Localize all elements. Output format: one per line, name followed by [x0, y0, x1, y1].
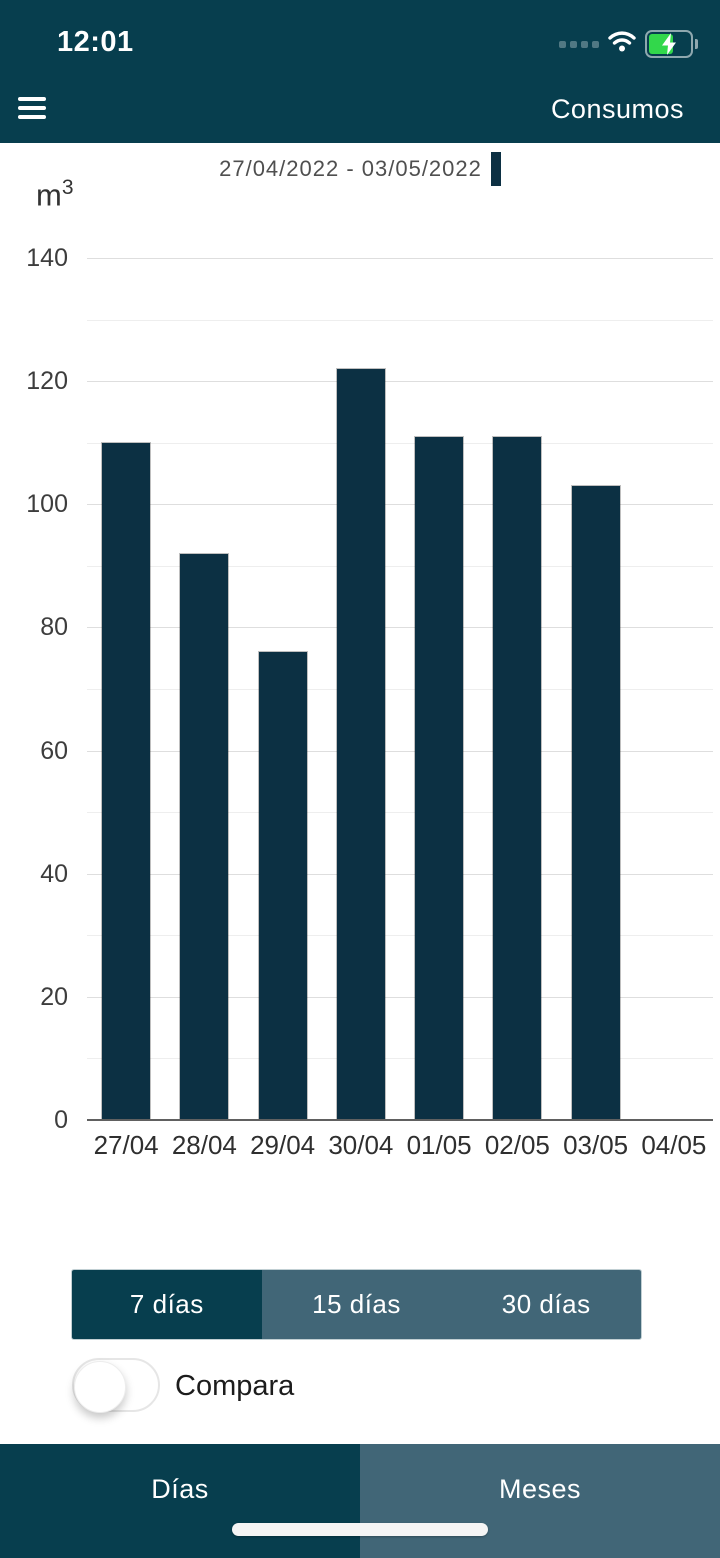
gridline-10: [87, 1058, 713, 1060]
gridline-70: [87, 689, 713, 690]
bottom-tab-bar: Días Meses: [0, 1444, 720, 1558]
range-option-15-días[interactable]: 15 días: [261, 1270, 452, 1339]
compare-toggle[interactable]: [72, 1358, 160, 1413]
home-indicator[interactable]: [232, 1523, 488, 1536]
x-tick-label-28/04: 28/04: [171, 1130, 237, 1160]
x-tick-label-27/04: 27/04: [93, 1130, 159, 1160]
x-tick-label-02/05: 02/05: [484, 1130, 550, 1160]
legend-label: 27/04/2022 - 03/05/2022: [219, 156, 482, 181]
wifi-icon: [608, 30, 636, 58]
x-axis-line: [87, 1119, 713, 1121]
bar-01/05[interactable]: [414, 435, 465, 1122]
bar-28/04[interactable]: [179, 552, 230, 1122]
status-time: 12:01: [57, 26, 134, 58]
compare-toggle-label: Compara: [175, 1370, 295, 1402]
bar-column-03/05: [557, 258, 635, 1122]
range-option-7-días[interactable]: 7 días: [72, 1270, 262, 1339]
cellular-signal-icon: [559, 40, 599, 48]
gridline-120: [87, 381, 713, 383]
tab-días[interactable]: Días: [0, 1444, 360, 1558]
bar-column-04/05: [635, 258, 713, 1120]
y-tick-label: 40: [40, 859, 68, 888]
bar-column-27/04: [87, 258, 165, 1122]
menu-hamburger-icon[interactable]: [18, 97, 46, 119]
gridline-110: [87, 442, 713, 444]
y-tick-label: 60: [40, 736, 68, 765]
y-tick-label: 0: [54, 1106, 68, 1134]
bar-30/04[interactable]: [335, 367, 386, 1122]
battery-charging-icon: [645, 30, 698, 58]
x-tick-label-03/05: 03/05: [563, 1130, 629, 1160]
y-tick-label: 20: [40, 982, 68, 1011]
gridline-140: [87, 258, 713, 259]
gridline-20: [87, 996, 713, 998]
toggle-knob[interactable]: [74, 1361, 126, 1413]
range-selector: 7 días 15 días 30 días: [72, 1270, 641, 1339]
gridline-100: [87, 504, 713, 506]
gridline-80: [87, 627, 713, 629]
y-tick-label: 80: [40, 613, 68, 642]
header: 12:01: [0, 0, 720, 143]
bar-column-30/04: [322, 258, 400, 1122]
tab-meses[interactable]: Meses: [360, 1444, 720, 1558]
chart-plot-area: [87, 258, 713, 1120]
bar-column-29/04: [244, 258, 322, 1121]
y-axis-unit: m3: [36, 176, 74, 213]
x-tick-label-04/05: 04/05: [641, 1130, 707, 1160]
gridline-130: [87, 319, 713, 321]
chart-bars: [87, 258, 713, 1122]
bar-02/05[interactable]: [492, 435, 543, 1122]
bar-03/05[interactable]: [570, 484, 621, 1122]
y-tick-label: 120: [26, 367, 68, 396]
gridline-30: [87, 935, 713, 937]
gridline-40: [87, 873, 713, 875]
y-tick-label: 100: [26, 490, 68, 519]
gridline-90: [87, 565, 713, 567]
bar-column-02/05: [478, 258, 556, 1122]
gridline-60: [87, 750, 713, 752]
bar-27/04[interactable]: [101, 441, 152, 1122]
page-title: Consumos: [550, 94, 684, 124]
x-axis-labels: 27/04 28/04 29/04 30/04 01/05 02/05 03/05 04/05: [87, 1130, 713, 1161]
x-tick-label-30/04: 30/04: [328, 1130, 394, 1160]
status-icons: [559, 30, 698, 58]
gridline-50: [87, 812, 713, 814]
legend-marker: [490, 152, 501, 186]
bar-column-28/04: [165, 258, 243, 1122]
bar-column-01/05: [400, 258, 478, 1122]
x-tick-label-01/05: 01/05: [406, 1130, 472, 1160]
range-option-30-días[interactable]: 30 días: [451, 1270, 641, 1339]
chart-legend-item[interactable]: 27/04/2022 - 03/05/2022: [0, 152, 720, 186]
x-tick-label-29/04: 29/04: [250, 1130, 316, 1160]
bar-29/04[interactable]: [257, 651, 308, 1121]
y-tick-label: 140: [26, 244, 68, 272]
